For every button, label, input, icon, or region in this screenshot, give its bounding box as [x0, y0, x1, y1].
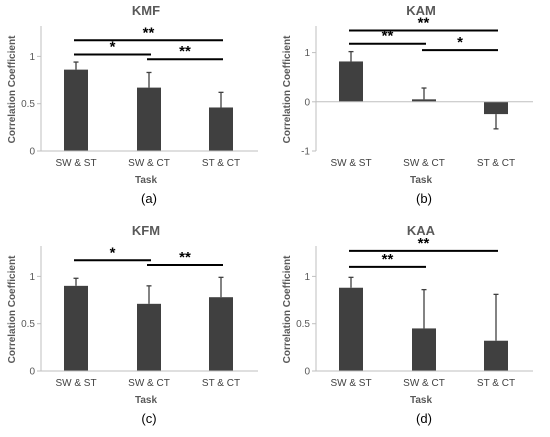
y-tick-label: 1	[304, 48, 310, 59]
significance-label: **	[179, 43, 191, 60]
bar	[339, 287, 363, 371]
bar	[137, 87, 161, 151]
bar	[64, 285, 88, 371]
y-tick-label: 1	[29, 272, 35, 283]
y-axis-label: Correlation Coefficient	[7, 35, 18, 143]
x-tick-label: SW & ST	[55, 158, 96, 169]
x-axis-label: Task	[410, 395, 432, 406]
y-tick-label: 1	[304, 272, 310, 283]
chart-panel-a: KMF Correlation Coefficient 0 0.5 1 SW & ST SW…	[0, 0, 275, 217]
y-axis-label: Correlation Coefficient	[7, 255, 18, 363]
y-tick-label: 0.5	[21, 99, 35, 110]
chart-svg: KAM Correlation Coefficient -1 0 1 SW & ST SW …	[282, 3, 533, 206]
chart-title: KMF	[132, 3, 160, 18]
x-axis-label: Task	[410, 175, 432, 186]
significance-label: **	[143, 24, 155, 41]
bar	[412, 328, 436, 371]
x-tick-label: SW & ST	[330, 378, 371, 389]
y-tick-label: 0	[304, 97, 310, 108]
chart-title: KAA	[407, 223, 436, 238]
x-tick-label: SW & CT	[403, 158, 445, 169]
y-tick-label: 0	[29, 367, 35, 378]
x-tick-label: ST & CT	[477, 158, 515, 169]
significance-label: **	[418, 235, 430, 252]
bar	[209, 107, 233, 151]
significance-label: *	[457, 34, 463, 51]
bar	[209, 297, 233, 371]
chart-title: KFM	[132, 223, 160, 238]
chart-panel-b: KAM Correlation Coefficient -1 0 1 SW & ST SW …	[275, 0, 550, 217]
y-tick-label: 0.5	[21, 319, 35, 330]
significance-label: **	[382, 28, 394, 45]
x-tick-label: SW & ST	[55, 378, 96, 389]
x-axis-label: Task	[135, 395, 157, 406]
y-tick-label: 0.5	[296, 319, 310, 330]
chart-panel-d: KAA Correlation Coefficient 0 0.5 1 SW & ST SW…	[275, 220, 550, 437]
x-tick-label: ST & CT	[202, 158, 240, 169]
panel-caption: (c)	[141, 411, 156, 426]
significance-label: *	[110, 244, 116, 261]
chart-title: KAM	[406, 3, 436, 18]
bar	[339, 61, 363, 102]
x-tick-label: SW & ST	[330, 158, 371, 169]
x-tick-label: ST & CT	[202, 378, 240, 389]
x-tick-label: SW & CT	[128, 158, 170, 169]
significance-label: *	[110, 38, 116, 55]
significance-label: **	[418, 14, 430, 31]
y-tick-label: 0	[304, 367, 310, 378]
x-axis-label: Task	[135, 175, 157, 186]
bar	[484, 340, 508, 371]
bar	[484, 101, 508, 115]
y-axis-label: Correlation Coefficient	[282, 35, 293, 143]
bar	[412, 99, 436, 102]
y-tick-label: -1	[301, 147, 310, 158]
y-axis-label: Correlation Coefficient	[282, 255, 293, 363]
panel-caption: (b)	[416, 191, 432, 206]
x-tick-label: SW & CT	[403, 378, 445, 389]
y-tick-label: 1	[29, 52, 35, 63]
x-tick-label: ST & CT	[477, 378, 515, 389]
bar	[64, 69, 88, 151]
significance-label: **	[179, 249, 191, 266]
chart-svg: KFM Correlation Coefficient 0 0.5 1 SW & ST SW…	[7, 223, 258, 426]
y-tick-label: 0	[29, 147, 35, 158]
bar	[137, 303, 161, 371]
panel-caption: (a)	[141, 191, 157, 206]
significance-label: **	[382, 251, 394, 268]
chart-svg: KMF Correlation Coefficient 0 0.5 1 SW & ST SW…	[7, 3, 258, 206]
chart-svg: KAA Correlation Coefficient 0 0.5 1 SW & ST SW…	[282, 223, 533, 426]
panel-caption: (d)	[416, 411, 432, 426]
chart-panel-c: KFM Correlation Coefficient 0 0.5 1 SW & ST SW…	[0, 220, 275, 437]
x-tick-label: SW & CT	[128, 378, 170, 389]
